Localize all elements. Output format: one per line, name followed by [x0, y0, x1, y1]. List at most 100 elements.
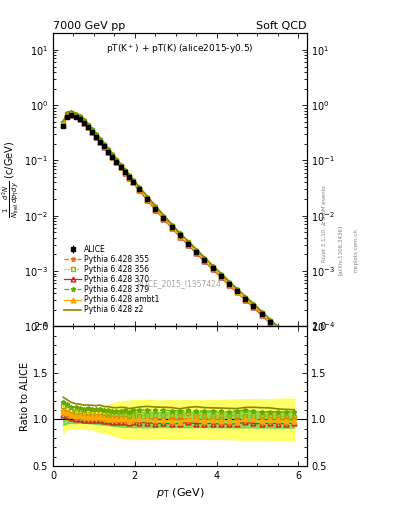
- Pythia 6.428 379: [226, 279, 231, 285]
- Pythia 6.428 355: [110, 153, 115, 159]
- Pythia 6.428 370: [169, 225, 174, 231]
- Pythia 6.428 z2: [110, 151, 115, 157]
- Pythia 6.428 379: [194, 247, 198, 253]
- Pythia 6.428 379: [235, 286, 239, 292]
- Pythia 6.428 ambt1: [259, 311, 264, 317]
- Pythia 6.428 z2: [73, 110, 78, 116]
- Pythia 6.428 ambt1: [94, 133, 98, 139]
- Pythia 6.428 z2: [202, 254, 207, 260]
- Pythia 6.428 370: [118, 164, 123, 170]
- Pythia 6.428 z2: [275, 324, 280, 330]
- Pythia 6.428 ambt1: [81, 119, 86, 125]
- Pythia 6.428 355: [226, 281, 231, 287]
- Pythia 6.428 356: [235, 287, 239, 293]
- Pythia 6.428 z2: [136, 183, 141, 189]
- Pythia 6.428 379: [275, 324, 280, 330]
- Pythia 6.428 355: [275, 326, 280, 332]
- Pythia 6.428 379: [267, 317, 272, 323]
- Pythia 6.428 379: [292, 339, 297, 345]
- Pythia 6.428 z2: [102, 140, 107, 146]
- Pythia 6.428 356: [178, 231, 182, 238]
- Pythia 6.428 355: [61, 121, 66, 127]
- Pythia 6.428 356: [284, 333, 288, 339]
- Text: mcplots.cern.ch: mcplots.cern.ch: [353, 228, 358, 271]
- Pythia 6.428 ambt1: [122, 169, 127, 175]
- Pythia 6.428 355: [202, 257, 207, 263]
- Pythia 6.428 z2: [226, 278, 231, 284]
- Pythia 6.428 379: [259, 309, 264, 315]
- Pythia 6.428 370: [145, 197, 149, 203]
- Pythia 6.428 356: [226, 280, 231, 286]
- Pythia 6.428 370: [85, 124, 90, 131]
- Pythia 6.428 ambt1: [284, 334, 288, 340]
- Pythia 6.428 356: [85, 122, 90, 129]
- Pythia 6.428 355: [69, 111, 74, 117]
- Pythia 6.428 ambt1: [110, 154, 115, 160]
- Pythia 6.428 379: [251, 301, 256, 307]
- Pythia 6.428 z2: [145, 193, 149, 199]
- Pythia 6.428 ambt1: [243, 296, 248, 302]
- Pythia 6.428 355: [169, 224, 174, 230]
- Pythia 6.428 ambt1: [275, 326, 280, 332]
- Pythia 6.428 355: [153, 205, 158, 211]
- Pythia 6.428 z2: [267, 316, 272, 322]
- Y-axis label: $\frac{1}{N_{\rm inel}}\frac{d^{2}N}{dp_{\rm T}dy}$ (c/GeV): $\frac{1}{N_{\rm inel}}\frac{d^{2}N}{dp_…: [0, 141, 21, 219]
- Pythia 6.428 379: [202, 255, 207, 261]
- Pythia 6.428 z2: [118, 161, 123, 167]
- Pythia 6.428 370: [219, 274, 223, 280]
- Pythia 6.428 355: [106, 148, 110, 154]
- Text: Rivet 3.1.10, ≥ 2.6M events: Rivet 3.1.10, ≥ 2.6M events: [322, 186, 327, 262]
- Pythia 6.428 355: [98, 138, 103, 144]
- Pythia 6.428 370: [235, 289, 239, 295]
- Pythia 6.428 356: [77, 114, 82, 120]
- Pythia 6.428 z2: [219, 270, 223, 276]
- Pythia 6.428 356: [202, 256, 207, 262]
- Pythia 6.428 370: [226, 282, 231, 288]
- Pythia 6.428 ambt1: [102, 143, 107, 149]
- Text: 7000 GeV pp: 7000 GeV pp: [53, 20, 125, 31]
- Pythia 6.428 356: [267, 318, 272, 324]
- Pythia 6.428 356: [90, 127, 94, 133]
- Pythia 6.428 356: [251, 302, 256, 308]
- Pythia 6.428 ambt1: [106, 148, 110, 155]
- Pythia 6.428 370: [69, 112, 74, 118]
- Pythia 6.428 370: [243, 297, 248, 303]
- Pythia 6.428 ambt1: [161, 215, 166, 221]
- Pythia 6.428 z2: [114, 156, 119, 162]
- Pythia 6.428 355: [251, 303, 256, 309]
- Pythia 6.428 z2: [126, 171, 131, 177]
- Pythia 6.428 379: [122, 167, 127, 173]
- Pythia 6.428 370: [185, 242, 190, 248]
- Text: Soft QCD: Soft QCD: [256, 20, 307, 31]
- Pythia 6.428 379: [145, 194, 149, 200]
- Pythia 6.428 379: [118, 162, 123, 168]
- Pythia 6.428 ambt1: [219, 273, 223, 279]
- Pythia 6.428 355: [194, 249, 198, 255]
- Pythia 6.428 355: [136, 186, 141, 193]
- Pythia 6.428 ambt1: [126, 174, 131, 180]
- Pythia 6.428 379: [126, 172, 131, 178]
- Pythia 6.428 356: [81, 118, 86, 124]
- Pythia 6.428 356: [292, 340, 297, 347]
- Pythia 6.428 ambt1: [69, 111, 74, 117]
- Pythia 6.428 379: [169, 222, 174, 228]
- Pythia 6.428 ambt1: [65, 112, 70, 118]
- Pythia 6.428 356: [259, 310, 264, 316]
- Pythia 6.428 ambt1: [85, 123, 90, 130]
- Pythia 6.428 355: [102, 143, 107, 149]
- Pythia 6.428 356: [69, 110, 74, 116]
- Pythia 6.428 z2: [161, 212, 166, 218]
- Pythia 6.428 z2: [90, 125, 94, 132]
- Pythia 6.428 ambt1: [114, 159, 119, 165]
- Pythia 6.428 370: [114, 159, 119, 165]
- Pythia 6.428 370: [98, 139, 103, 145]
- Pythia 6.428 ambt1: [98, 138, 103, 144]
- Pythia 6.428 370: [292, 342, 297, 348]
- Pythia 6.428 379: [94, 131, 98, 137]
- Pythia 6.428 355: [243, 296, 248, 302]
- Pythia 6.428 ambt1: [145, 196, 149, 202]
- Pythia 6.428 z2: [284, 331, 288, 337]
- Pythia 6.428 370: [136, 187, 141, 194]
- Pythia 6.428 370: [275, 327, 280, 333]
- Pythia 6.428 379: [153, 203, 158, 209]
